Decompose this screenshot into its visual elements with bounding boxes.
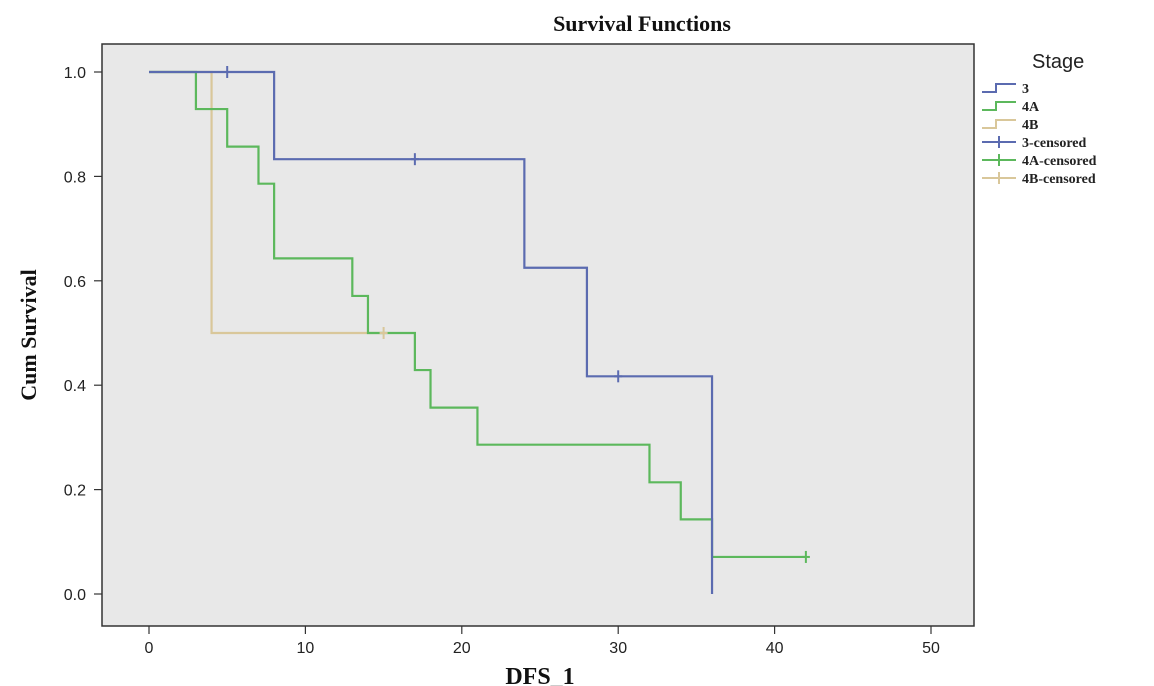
series-line-3 <box>149 70 714 594</box>
y-axis-ticks: 0.0 0.2 0.4 0.6 0.8 1.0 <box>64 65 102 604</box>
x-tick-label: 50 <box>922 640 940 657</box>
legend-label: 3 <box>1022 82 1029 97</box>
x-axis-ticks: 0 10 20 30 40 50 <box>145 626 940 657</box>
legend-label: 4A <box>1022 100 1040 115</box>
x-tick-label: 10 <box>297 640 315 657</box>
y-tick-label: 0.0 <box>64 587 86 604</box>
plot-area <box>101 43 975 627</box>
legend-swatch <box>982 83 1016 93</box>
legend-label: 4A-censored <box>1022 154 1097 169</box>
x-tick-label: 30 <box>609 640 627 657</box>
legend-label: 4B <box>1022 118 1038 133</box>
legend: Stage 3 4A 4B 3-censored 4A-censored 4B-censo… <box>982 51 1097 187</box>
legend-title: Stage <box>1032 51 1084 73</box>
y-tick-label: 0.8 <box>64 169 86 186</box>
y-tick-label: 0.6 <box>64 274 86 291</box>
series-layer <box>149 70 806 594</box>
series-line-4A <box>149 70 806 559</box>
y-tick-label: 0.4 <box>64 378 86 395</box>
y-tick-label: 1.0 <box>64 65 86 82</box>
x-axis-label: DFS_1 <box>505 664 574 686</box>
chart-title: Survival Functions <box>553 11 731 36</box>
legend-label: 3-censored <box>1022 136 1086 151</box>
x-tick-label: 0 <box>145 640 154 657</box>
y-axis-label: Cum Survival <box>16 269 41 400</box>
legend-swatch <box>982 101 1016 111</box>
x-tick-label: 20 <box>453 640 471 657</box>
x-tick-label: 40 <box>766 640 784 657</box>
legend-swatch <box>982 119 1016 129</box>
y-tick-label: 0.2 <box>64 483 86 500</box>
censor-markers <box>223 66 810 563</box>
legend-label: 4B-censored <box>1022 172 1096 187</box>
